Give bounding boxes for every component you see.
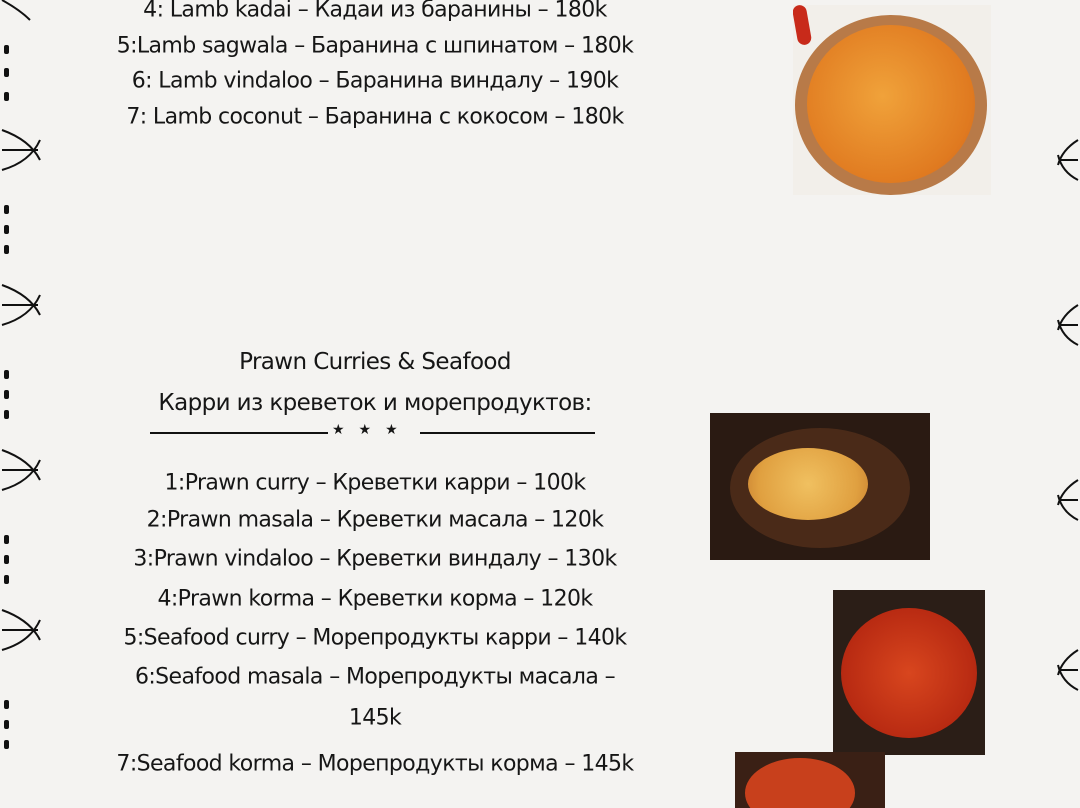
- seafood-korma-photo: [735, 752, 885, 808]
- leaf-icon: [1057, 649, 1079, 691]
- menu-item: 7: Lamb coconut – Баранина с кокосом – 1…: [126, 104, 624, 130]
- menu-item: 5:Lamb sagwala – Баранина с шпинатом – 1…: [116, 33, 634, 59]
- seafood-masala-photo: [833, 590, 985, 755]
- leaf-icon: [1057, 139, 1079, 181]
- lamb-curry-photo: [793, 5, 991, 195]
- dot-border: [4, 45, 9, 749]
- menu-item: 1:Prawn curry – Креветки карри – 100k: [164, 470, 586, 496]
- section-title-en: Prawn Curries & Seafood: [239, 349, 511, 375]
- leaf-icon: [1, 449, 41, 491]
- menu-item: 3:Prawn vindaloo – Креветки виндалу – 13…: [133, 546, 617, 572]
- leaf-icon: [1, 129, 41, 171]
- leaf-icon: [1057, 304, 1079, 346]
- menu-item: 6: Lamb vindaloo – Баранина виндалу – 19…: [131, 68, 619, 94]
- menu-item: 145k: [348, 705, 402, 731]
- section-divider: ★★★: [150, 422, 595, 438]
- menu-item: 6:Seafood masala – Морепродукты масала –: [134, 664, 616, 690]
- prawn-curry-photo: [710, 413, 930, 560]
- section-title-ru: Карри из креветок и морепродуктов:: [158, 390, 592, 416]
- menu-item: 4:Prawn korma – Креветки корма – 120k: [157, 586, 593, 612]
- leaf-icon: [1, 0, 31, 21]
- leaf-icon: [1, 284, 41, 326]
- leaf-icon: [1057, 479, 1079, 521]
- star-icons: ★★★: [332, 422, 412, 438]
- menu-item: 5:Seafood curry – Морепродукты карри – 1…: [123, 625, 627, 651]
- leaf-icon: [1, 609, 41, 651]
- menu-item: 2:Prawn masala – Креветки масала – 120k: [146, 507, 604, 533]
- menu-item: 4: Lamb kadai – Кадаи из баранины – 180k: [143, 0, 607, 23]
- menu-item: 7:Seafood korma – Морепродукты корма – 1…: [116, 751, 634, 777]
